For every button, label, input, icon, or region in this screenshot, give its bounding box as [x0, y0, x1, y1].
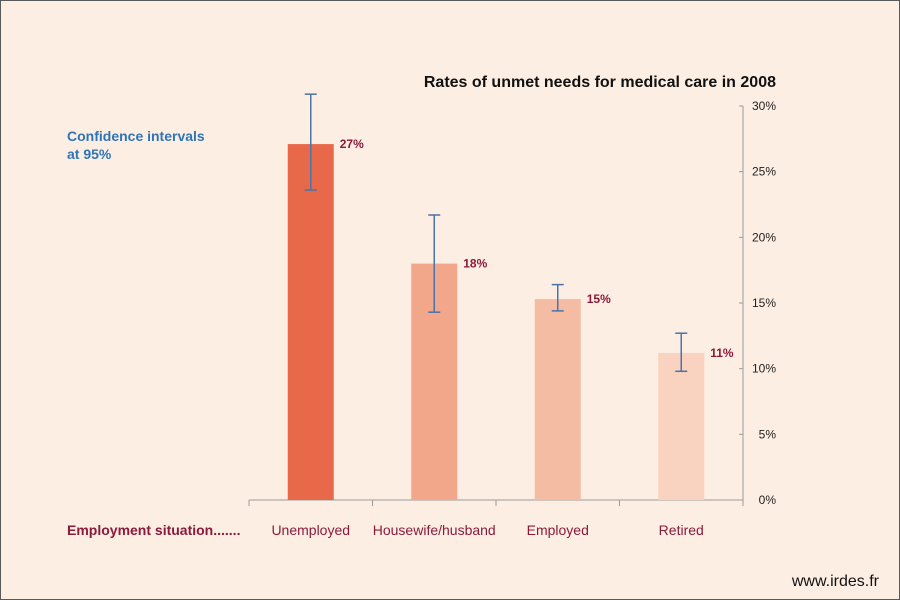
y-tick-label: 5%: [759, 427, 777, 441]
y-tick-label: 25%: [752, 165, 776, 179]
data-label: 11%: [710, 346, 734, 360]
y-tick-label: 0%: [759, 493, 777, 507]
category-label: Employed: [527, 522, 589, 538]
bar-employed: [534, 299, 581, 500]
confidence-interval-note-line-2: at 95%: [67, 146, 112, 162]
confidence-interval-note-line-1: Confidence intervals: [67, 128, 205, 144]
category-label: Unemployed: [271, 522, 350, 538]
y-tick-label: 10%: [752, 362, 776, 376]
chart-title: Rates of unmet needs for medical care in…: [424, 74, 776, 91]
data-label: 18%: [463, 257, 487, 271]
data-label: 27%: [340, 137, 364, 151]
x-axis-title: Employment situation.......: [67, 522, 240, 538]
source-url: www.irdes.fr: [791, 573, 880, 590]
y-tick-label: 15%: [752, 296, 776, 310]
category-label: Housewife/husband: [373, 522, 496, 538]
data-label: 15%: [587, 292, 611, 306]
bar-retired: [658, 352, 705, 500]
bar-unemployed: [287, 144, 334, 500]
category-label: Retired: [659, 522, 704, 538]
y-tick-label: 20%: [752, 230, 776, 244]
y-tick-label: 30%: [752, 99, 776, 113]
